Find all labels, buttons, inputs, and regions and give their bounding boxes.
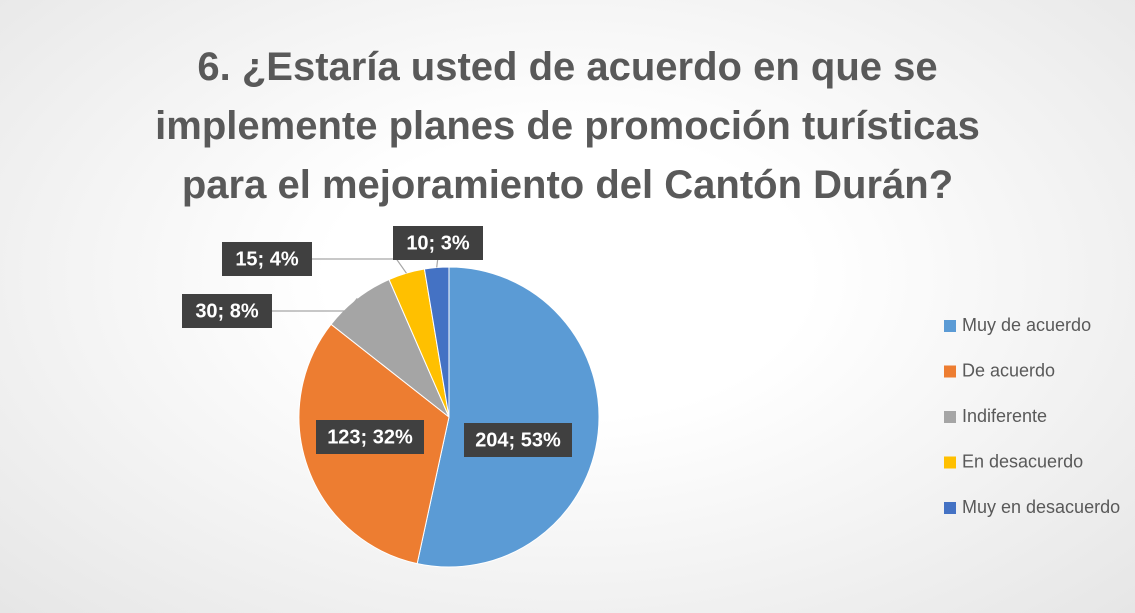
data-label: 204; 53% [475, 429, 561, 451]
chart-title: 6. ¿Estaría usted de acuerdo en que se i… [155, 45, 980, 207]
data-label-box [182, 294, 272, 328]
leader-line [312, 258, 407, 274]
legend-swatch [944, 411, 956, 423]
data-label: 15; 4% [235, 248, 299, 270]
legend-label: De acuerdo [962, 360, 1055, 380]
pie-slice [416, 266, 600, 568]
data-label-box [393, 226, 483, 260]
data-label: 30; 8% [195, 300, 259, 322]
legend-swatch [944, 365, 956, 378]
data-label-box [464, 423, 572, 457]
legend-label: Muy de acuerdo [962, 315, 1091, 335]
legend-swatch [944, 320, 956, 332]
data-label: 10; 3% [406, 232, 470, 254]
data-label: 123; 32% [327, 426, 413, 448]
legend-label: Indiferente [962, 406, 1047, 426]
legend-swatch [944, 456, 956, 469]
legend-label: En desacuerdo [962, 451, 1083, 471]
data-label-box [222, 242, 312, 276]
legend-label: Muy en desacuerdo [962, 497, 1120, 517]
leader-line [272, 297, 358, 312]
data-label-box [316, 420, 424, 454]
legend-swatch [944, 502, 956, 514]
